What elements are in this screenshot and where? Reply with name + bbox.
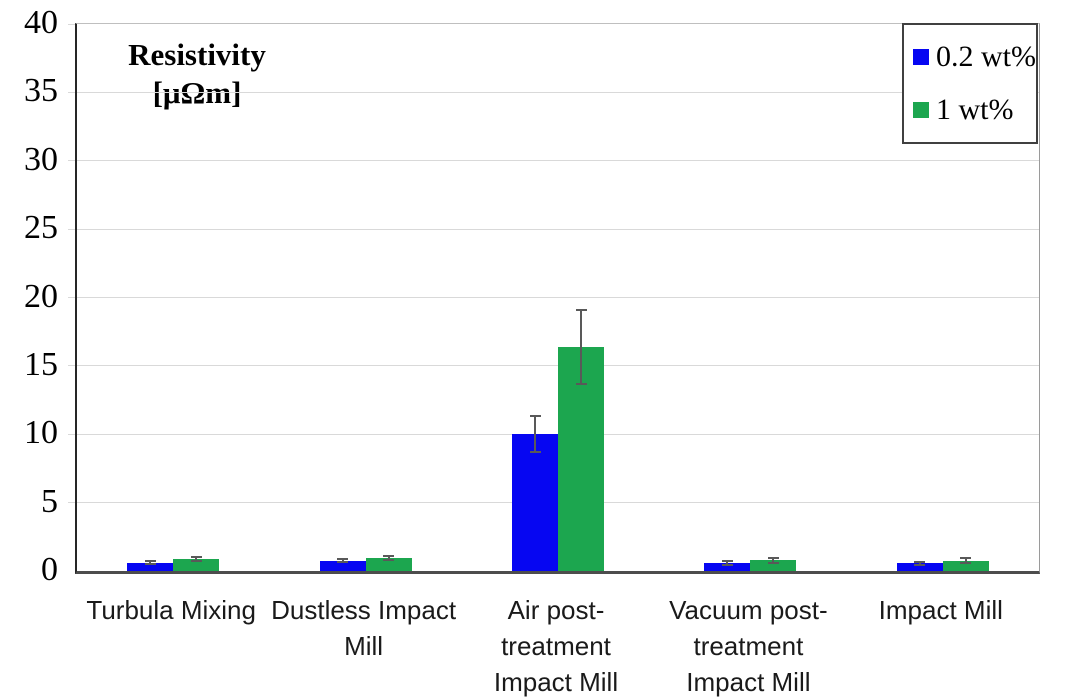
y-tick-label: 25 bbox=[24, 209, 58, 247]
error-bar-cap-top bbox=[144, 560, 156, 563]
y-tick-label: 0 bbox=[41, 551, 58, 588]
error-bar-cap-top bbox=[721, 559, 733, 562]
error-bar-cap-bottom bbox=[721, 563, 733, 566]
error-bar-cap-bottom bbox=[767, 561, 779, 564]
bar-0.2wt%-cat3 bbox=[512, 434, 558, 571]
legend-marker-square-icon bbox=[913, 101, 929, 118]
error-bar-line bbox=[772, 557, 775, 563]
bar-0.2wt%-cat2 bbox=[319, 560, 366, 571]
x-category-label: Dustless Impact Mill bbox=[271, 595, 457, 661]
x-category-label: Vacuum post- treatment Impact Mill bbox=[669, 595, 828, 697]
error-bar-line bbox=[149, 561, 152, 565]
gridline-30 bbox=[77, 160, 1039, 162]
error-bar-cap-top bbox=[575, 308, 587, 311]
bar-0.2wt%-cat4 bbox=[704, 562, 751, 571]
y-tick-label: 40 bbox=[24, 4, 58, 41]
chart-title-line2: [μΩm] bbox=[152, 75, 242, 110]
error-bar-cap-bottom bbox=[960, 562, 972, 565]
bar-1wt%-cat5 bbox=[942, 560, 989, 571]
error-bar-cap-top bbox=[190, 555, 202, 558]
y-tick-label: 35 bbox=[24, 72, 58, 110]
bar-1wt%-cat4 bbox=[750, 560, 797, 571]
error-bar-cap-bottom bbox=[529, 451, 541, 454]
error-bar-cap-top bbox=[383, 555, 395, 558]
error-bar-cap-bottom bbox=[914, 563, 926, 566]
error-bar-cap-bottom bbox=[575, 382, 587, 385]
y-tick-label: 5 bbox=[41, 482, 58, 520]
x-category-label: Turbula Mixing bbox=[86, 595, 256, 625]
error-bar-line bbox=[918, 562, 921, 565]
legend-label: 1 wt% bbox=[936, 92, 1014, 126]
chart-title: Resistivity [μΩm] bbox=[97, 36, 297, 112]
error-bar-line bbox=[726, 560, 729, 565]
x-category-label: Air post- treatment Impact Mill bbox=[493, 595, 619, 697]
error-bar-line bbox=[964, 558, 967, 564]
error-bar-cap-bottom bbox=[337, 561, 349, 564]
error-bar-cap-bottom bbox=[190, 559, 202, 562]
bar-0.2wt%-cat5 bbox=[896, 563, 943, 571]
x-category-label: Impact Mill bbox=[878, 595, 1003, 625]
y-tick-mark bbox=[68, 91, 75, 93]
error-bar-line bbox=[534, 416, 536, 453]
legend-entry-series2: 1 wt% bbox=[913, 92, 1032, 126]
y-tick-mark bbox=[68, 23, 75, 25]
error-bar-line bbox=[387, 556, 390, 560]
y-tick-label: 20 bbox=[24, 277, 58, 315]
y-tick-mark bbox=[68, 433, 75, 435]
error-bar-line bbox=[195, 556, 198, 561]
legend-marker-square-icon bbox=[913, 49, 929, 66]
bar-1wt%-cat1 bbox=[173, 558, 220, 571]
bar-1wt%-cat2 bbox=[365, 558, 412, 571]
error-bar-cap-bottom bbox=[383, 558, 395, 561]
error-bar-cap-top bbox=[914, 561, 926, 564]
gridline-25 bbox=[77, 228, 1039, 230]
error-bar-line bbox=[580, 309, 582, 384]
error-bar-cap-top bbox=[337, 558, 349, 561]
error-bar-cap-top bbox=[960, 557, 972, 560]
y-tick-label: 10 bbox=[24, 414, 58, 452]
y-tick-mark bbox=[68, 502, 75, 504]
error-bar-cap-top bbox=[767, 556, 779, 559]
y-tick-mark bbox=[68, 297, 75, 298]
error-bar-line bbox=[341, 559, 344, 563]
y-tick-label: 15 bbox=[24, 345, 58, 383]
legend-entry-series1: 0.2 wt% bbox=[913, 41, 1036, 73]
legend: 0.2 wt% 1 wt% bbox=[902, 23, 1038, 144]
plot-area: Resistivity [μΩm] bbox=[68, 23, 1040, 574]
gridline-20 bbox=[77, 297, 1039, 298]
y-tick-mark bbox=[68, 365, 75, 367]
error-bar-cap-bottom bbox=[144, 563, 156, 566]
error-bar-cap-top bbox=[529, 415, 541, 418]
y-tick-mark bbox=[68, 228, 75, 230]
chart-title-line1: Resistivity bbox=[128, 37, 266, 72]
legend-label: 0.2 wt% bbox=[936, 40, 1036, 74]
bar-0.2wt%-cat1 bbox=[127, 562, 174, 571]
y-tick-label: 30 bbox=[24, 140, 58, 178]
y-tick-mark bbox=[68, 160, 75, 162]
